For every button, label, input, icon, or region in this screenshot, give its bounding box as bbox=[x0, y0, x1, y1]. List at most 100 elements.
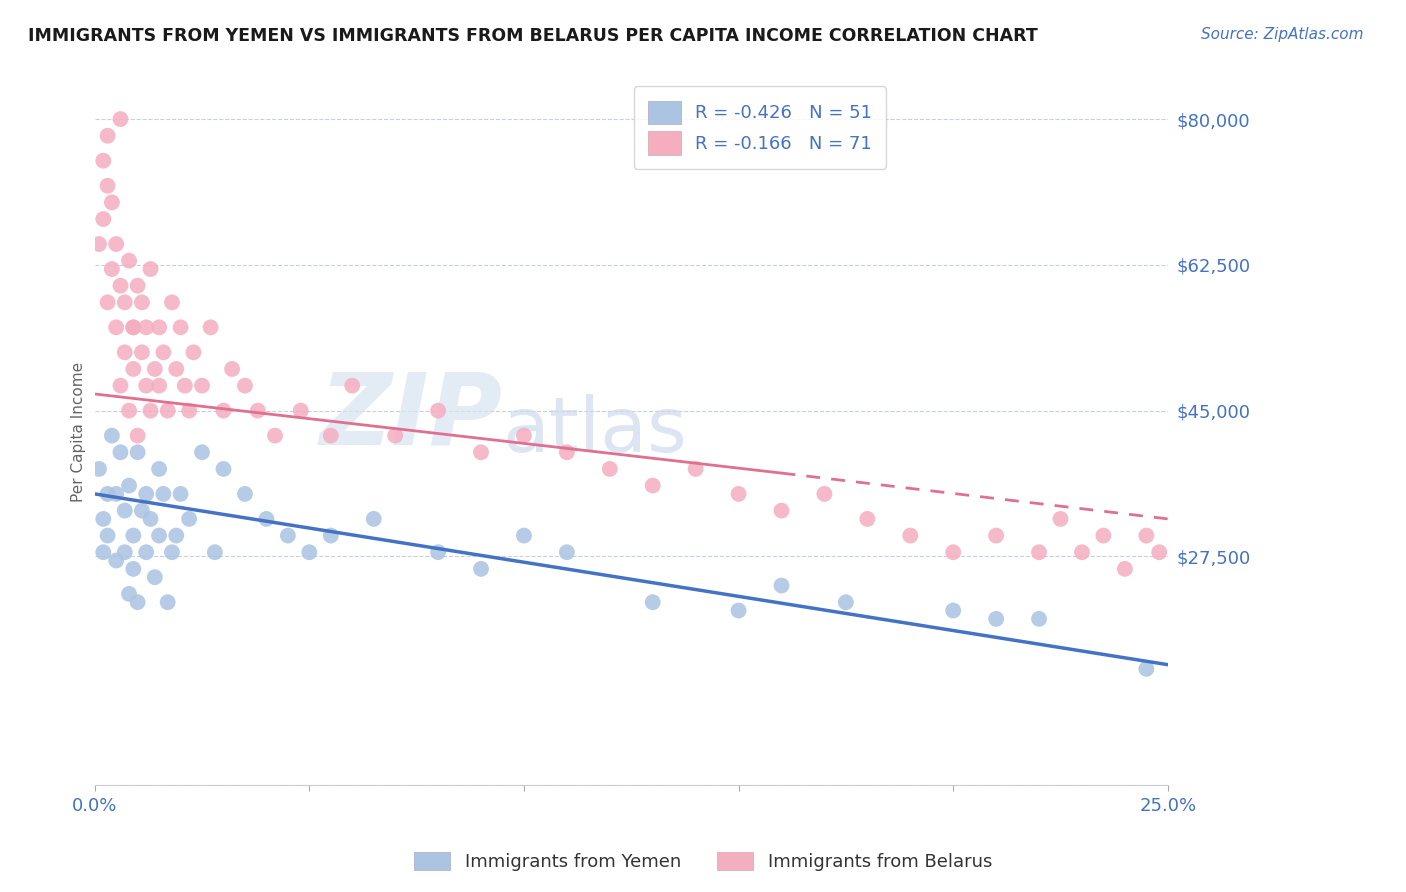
Point bbox=[131, 503, 153, 517]
Point bbox=[277, 528, 299, 542]
Point bbox=[110, 278, 132, 293]
Point bbox=[91, 545, 114, 559]
Text: ZIP: ZIP bbox=[319, 368, 502, 466]
Point bbox=[127, 445, 149, 459]
Point bbox=[204, 545, 226, 559]
Point bbox=[1092, 528, 1115, 542]
Point bbox=[179, 403, 201, 417]
Point bbox=[135, 320, 157, 334]
Point bbox=[641, 478, 664, 492]
Point bbox=[135, 545, 157, 559]
Point bbox=[101, 195, 124, 210]
Point bbox=[97, 295, 120, 310]
Point bbox=[148, 462, 170, 476]
Point bbox=[165, 528, 187, 542]
Point bbox=[727, 603, 749, 617]
Point bbox=[118, 478, 141, 492]
Point bbox=[290, 403, 312, 417]
Point bbox=[298, 545, 321, 559]
Point bbox=[169, 487, 191, 501]
Text: Source: ZipAtlas.com: Source: ZipAtlas.com bbox=[1201, 27, 1364, 42]
Point bbox=[152, 487, 174, 501]
Point bbox=[513, 428, 536, 442]
Point bbox=[114, 295, 136, 310]
Point bbox=[1135, 528, 1157, 542]
Point bbox=[427, 403, 450, 417]
Point bbox=[942, 603, 965, 617]
Point bbox=[212, 403, 235, 417]
Point bbox=[427, 545, 450, 559]
Point bbox=[122, 528, 145, 542]
Point bbox=[264, 428, 287, 442]
Point bbox=[470, 562, 492, 576]
Point bbox=[1049, 512, 1071, 526]
Point bbox=[200, 320, 222, 334]
Point bbox=[97, 528, 120, 542]
Point bbox=[173, 378, 195, 392]
Point bbox=[1071, 545, 1094, 559]
Text: atlas: atlas bbox=[502, 394, 688, 468]
Point bbox=[143, 362, 166, 376]
Point bbox=[179, 512, 201, 526]
Point bbox=[110, 445, 132, 459]
Point bbox=[641, 595, 664, 609]
Point bbox=[105, 320, 128, 334]
Point bbox=[1147, 545, 1170, 559]
Point bbox=[87, 462, 110, 476]
Point bbox=[1114, 562, 1136, 576]
Point bbox=[191, 378, 214, 392]
Point bbox=[122, 320, 145, 334]
Point bbox=[127, 278, 149, 293]
Point bbox=[384, 428, 406, 442]
Point bbox=[139, 512, 162, 526]
Point bbox=[110, 112, 132, 127]
Point bbox=[122, 320, 145, 334]
Point bbox=[1028, 612, 1050, 626]
Point bbox=[114, 345, 136, 359]
Point bbox=[118, 403, 141, 417]
Point bbox=[898, 528, 921, 542]
Point bbox=[143, 570, 166, 584]
Point bbox=[856, 512, 879, 526]
Point bbox=[1028, 545, 1050, 559]
Point bbox=[105, 487, 128, 501]
Text: IMMIGRANTS FROM YEMEN VS IMMIGRANTS FROM BELARUS PER CAPITA INCOME CORRELATION C: IMMIGRANTS FROM YEMEN VS IMMIGRANTS FROM… bbox=[28, 27, 1038, 45]
Point bbox=[470, 445, 492, 459]
Point bbox=[148, 378, 170, 392]
Point bbox=[319, 428, 342, 442]
Legend: R = -0.426   N = 51, R = -0.166   N = 71: R = -0.426 N = 51, R = -0.166 N = 71 bbox=[634, 87, 886, 169]
Point bbox=[97, 487, 120, 501]
Point bbox=[105, 553, 128, 567]
Point bbox=[212, 462, 235, 476]
Point bbox=[139, 262, 162, 277]
Point bbox=[105, 237, 128, 252]
Point bbox=[156, 595, 179, 609]
Point bbox=[246, 403, 269, 417]
Point bbox=[131, 295, 153, 310]
Point bbox=[91, 153, 114, 168]
Point bbox=[148, 320, 170, 334]
Point bbox=[835, 595, 858, 609]
Point bbox=[156, 403, 179, 417]
Point bbox=[87, 237, 110, 252]
Point bbox=[770, 578, 793, 592]
Point bbox=[139, 403, 162, 417]
Point bbox=[770, 503, 793, 517]
Point bbox=[97, 178, 120, 193]
Point bbox=[135, 378, 157, 392]
Point bbox=[131, 345, 153, 359]
Point bbox=[555, 445, 578, 459]
Point bbox=[254, 512, 277, 526]
Point bbox=[169, 320, 191, 334]
Point bbox=[685, 462, 707, 476]
Point bbox=[221, 362, 243, 376]
Point bbox=[183, 345, 205, 359]
Point bbox=[984, 528, 1007, 542]
Point bbox=[114, 545, 136, 559]
Point bbox=[191, 445, 214, 459]
Y-axis label: Per Capita Income: Per Capita Income bbox=[72, 361, 86, 501]
Point bbox=[233, 378, 256, 392]
Point bbox=[122, 362, 145, 376]
Point bbox=[135, 487, 157, 501]
Legend: Immigrants from Yemen, Immigrants from Belarus: Immigrants from Yemen, Immigrants from B… bbox=[406, 845, 1000, 879]
